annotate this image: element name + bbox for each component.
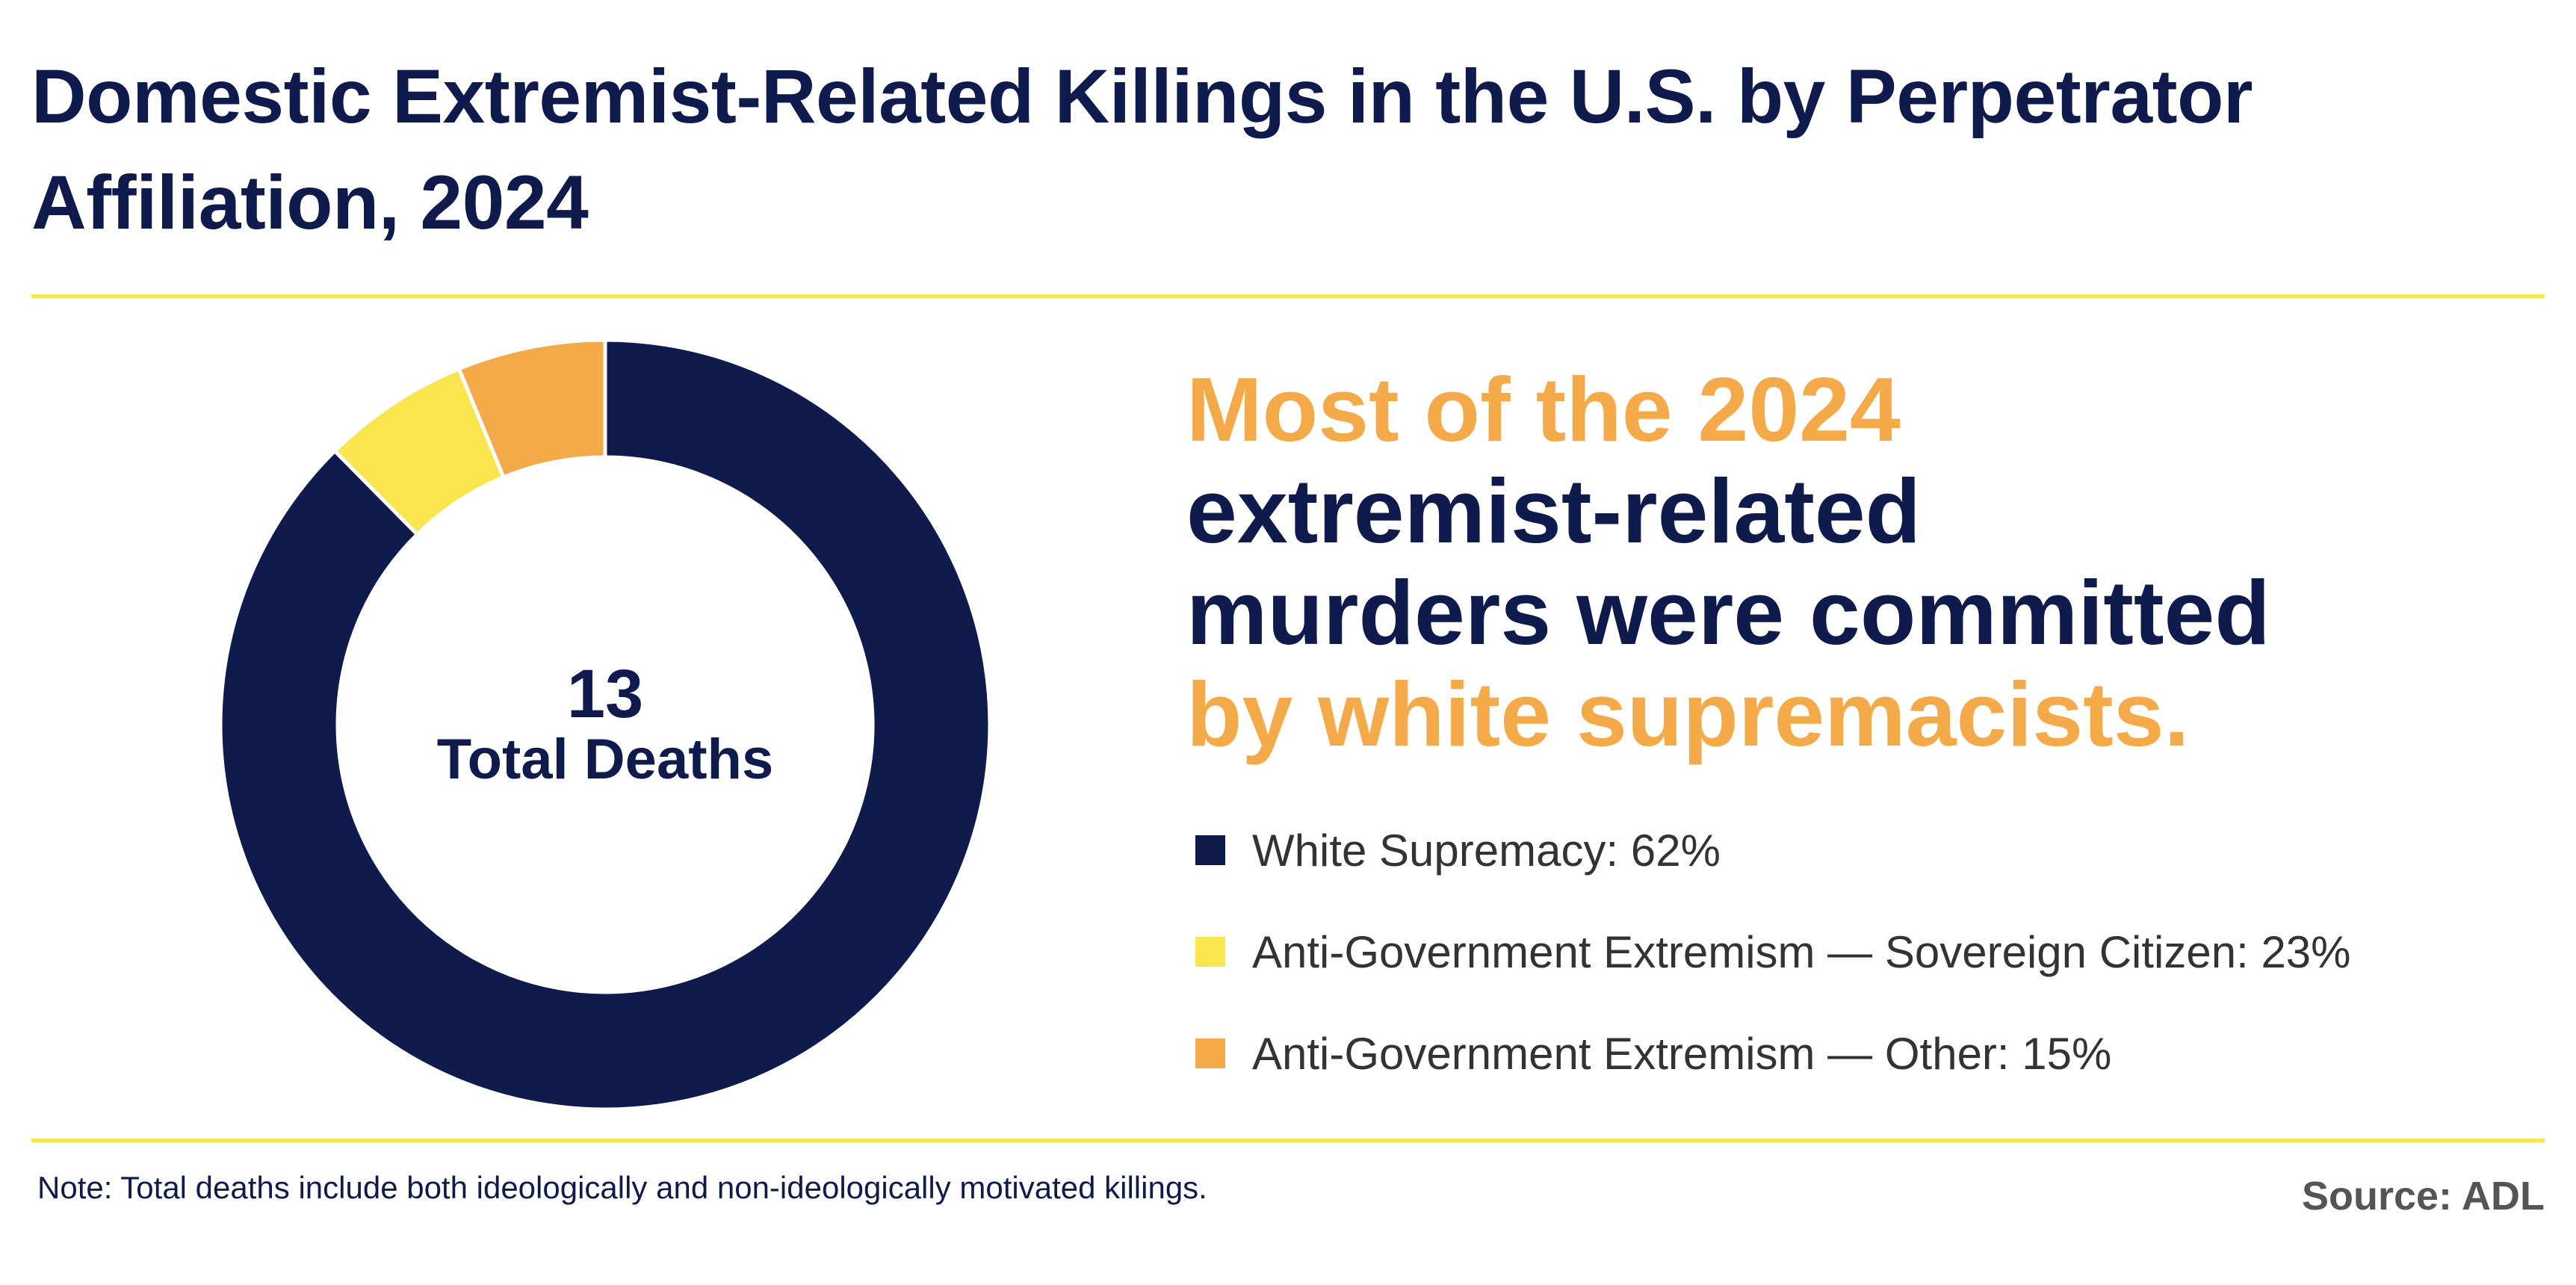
total-deaths-label: Total Deaths <box>436 728 774 791</box>
headline-line-1: Most of the 2024 <box>1186 359 1901 460</box>
legend-item-sovereign-citizen: Anti-Government Extremism — Sovereign Ci… <box>1195 901 2540 1003</box>
total-deaths-number: 13 <box>566 656 644 732</box>
headline: Most of the 2024 extremist-related murde… <box>1186 359 2531 765</box>
legend-label-anti-government-other: Anti-Government Extremism — Other: 15% <box>1252 1028 2112 1079</box>
chart-title: Domestic Extremist-Related Killings in t… <box>31 54 2253 245</box>
headline-line-4: by white supremacists. <box>1186 663 2190 765</box>
bottom-divider <box>31 1139 2545 1142</box>
donut-center-label: 13 Total Deaths <box>202 321 1009 1128</box>
legend-item-anti-government-other: Anti-Government Extremism — Other: 15% <box>1195 1003 2540 1104</box>
source-credit: Source: ADL <box>2301 1174 2545 1219</box>
legend-label-sovereign-citizen: Anti-Government Extremism — Sovereign Ci… <box>1252 926 2351 977</box>
legend-item-white-supremacy: White Supremacy: 62% <box>1195 799 2540 901</box>
top-divider <box>31 294 2545 298</box>
legend-swatch-anti-government-other <box>1195 1038 1225 1068</box>
footnote: Note: Total deaths include both ideologi… <box>37 1170 1207 1205</box>
legend-swatch-white-supremacy <box>1195 835 1225 865</box>
donut-chart: 13 Total Deaths <box>202 321 1009 1128</box>
legend-label-white-supremacy: White Supremacy: 62% <box>1252 825 1721 876</box>
headline-line-2: extremist-related <box>1186 460 1922 562</box>
legend-swatch-sovereign-citizen <box>1195 937 1225 967</box>
donut-svg <box>218 338 992 1112</box>
headline-line-3: murders were committed <box>1186 562 2270 663</box>
donut-slice-anti-government-other <box>456 338 607 480</box>
legend: White Supremacy: 62% Anti-Government Ext… <box>1195 799 2540 1104</box>
